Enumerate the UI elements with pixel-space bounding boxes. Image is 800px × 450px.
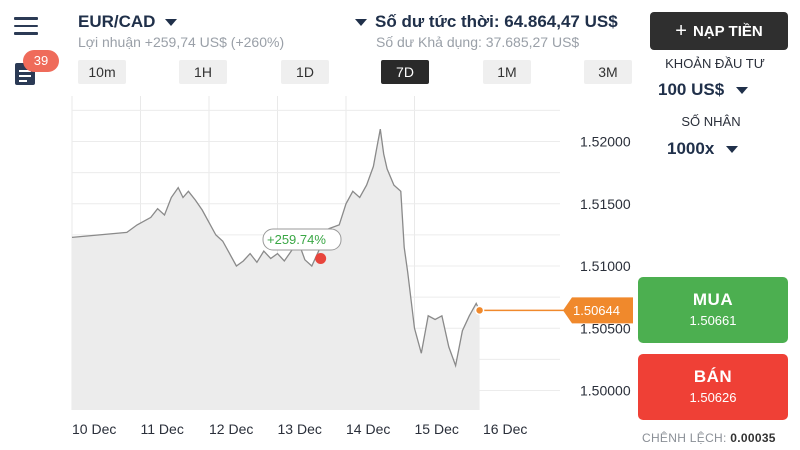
timeframe-1m[interactable]: 1M <box>483 60 531 84</box>
buy-price: 1.50661 <box>689 313 737 328</box>
x-axis-label: 16 Dec <box>483 421 527 437</box>
spread-value: 0.00035 <box>730 431 776 445</box>
x-axis-label: 14 Dec <box>346 421 390 437</box>
x-axis-label: 11 Dec <box>141 421 184 437</box>
available-balance: Số dư Khả dụng: 37.685,27 US$ <box>376 34 580 50</box>
balance-label: Số dư tức thời: 64.864,47 US$ <box>375 12 618 31</box>
sell-label: BÁN <box>693 367 733 386</box>
multiplier-label: SỐ NHÂN <box>681 114 741 129</box>
chevron-down-icon <box>355 18 367 26</box>
balance-selector[interactable]: Số dư tức thời: 64.864,47 US$ <box>355 12 618 32</box>
y-axis-label: 1.50000 <box>580 383 631 399</box>
y-axis-label: 1.52000 <box>580 134 631 150</box>
symbol-selector[interactable]: EUR/CAD <box>78 12 178 32</box>
chevron-down-icon <box>165 18 178 26</box>
buy-button[interactable]: MUA 1.50661 <box>638 277 788 343</box>
chevron-down-icon <box>736 86 749 94</box>
symbol-label: EUR/CAD <box>78 12 156 31</box>
multiplier-value: 1000x <box>667 139 715 158</box>
x-axis-label: 12 Dec <box>209 421 253 437</box>
timeframe-1d[interactable]: 1D <box>281 60 329 84</box>
investment-label: KHOẢN ĐẦU TƯ <box>665 56 765 71</box>
y-axis-label: 1.50500 <box>580 320 631 336</box>
price-line <box>71 128 481 369</box>
x-axis-label: 13 Dec <box>278 421 322 437</box>
sell-button[interactable]: BÁN 1.50626 <box>638 354 788 420</box>
x-axis-label: 10 Dec <box>72 421 116 437</box>
chevron-down-icon <box>726 145 739 153</box>
current-price-dot <box>474 305 485 316</box>
current-price-tag: 1.50644 <box>563 297 633 324</box>
timeframe-7d[interactable]: 7D <box>381 60 429 84</box>
timeframe-3m[interactable]: 3M <box>584 60 632 84</box>
notification-badge: 39 <box>23 50 59 72</box>
y-axis-label: 1.51500 <box>580 196 631 212</box>
menu-icon[interactable] <box>14 16 38 36</box>
profit-text: Lợi nhuận +259,74 US$ (+260%) <box>78 34 285 50</box>
plus-icon: + <box>675 20 687 42</box>
deposit-button[interactable]: + NẠP TIỀN <box>650 12 788 50</box>
investment-value: 100 US$ <box>658 80 725 99</box>
spread-info: CHÊNH LỆCH: 0.00035 <box>642 431 776 445</box>
entry-annotation[interactable]: +259.74% <box>262 228 342 265</box>
sell-price: 1.50626 <box>689 390 737 405</box>
current-price-label: 1.50644 <box>573 303 620 318</box>
multiplier-selector[interactable]: 1000x <box>667 139 739 159</box>
y-axis-label: 1.51000 <box>580 258 631 274</box>
entry-point-dot[interactable] <box>315 253 327 265</box>
timeframe-1h[interactable]: 1H <box>179 60 227 84</box>
price-area <box>72 129 480 410</box>
deposit-label: NẠP TIỀN <box>692 22 763 40</box>
spread-label: CHÊNH LỆCH: <box>642 431 727 445</box>
investment-selector[interactable]: 100 US$ <box>658 80 749 100</box>
entry-profit-label: +259.74% <box>267 232 326 247</box>
timeframe-10m[interactable]: 10m <box>78 60 126 84</box>
buy-label: MUA <box>692 290 734 309</box>
x-axis-label: 15 Dec <box>415 421 459 437</box>
